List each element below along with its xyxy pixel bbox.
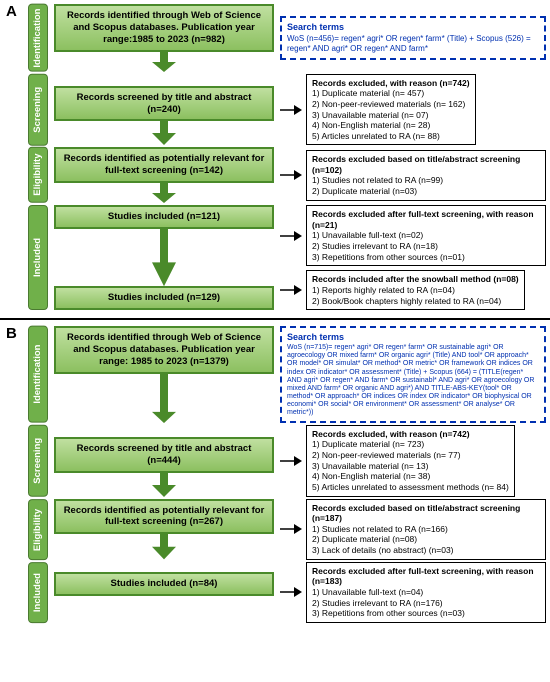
box-identify-b: Records identified through Web of Scienc… xyxy=(54,326,274,374)
row-identification-a: Identification Records identified throug… xyxy=(28,4,546,72)
search-title-b: Search terms xyxy=(287,332,539,343)
arrow-right-icon xyxy=(280,168,302,182)
search-body-a: WoS (n=456)= regen* agri* OR regen* farm… xyxy=(287,34,539,54)
box-inc1-a: Studies included (n=121) xyxy=(54,205,274,229)
stage-included-b: Included xyxy=(28,562,48,623)
box-inc2-a: Studies included (n=129) xyxy=(54,286,274,310)
arrow-down-icon xyxy=(150,183,178,203)
exclude-1-a: Records excluded, with reason (n=742) 1)… xyxy=(306,74,476,146)
row-included-a: Included Studies included (n=121) Studie… xyxy=(28,205,546,310)
arrow-down-icon xyxy=(150,229,178,286)
row-screening-b: Screening Records screened by title and … xyxy=(28,425,546,497)
panel-label-a: A xyxy=(6,3,17,22)
search-title-a: Search terms xyxy=(287,22,539,33)
arrow-down-icon xyxy=(150,121,178,145)
arrow-down-icon xyxy=(150,473,178,497)
stage-screening-a: Screening xyxy=(28,74,48,146)
panel-b: B Identification Records identified thro… xyxy=(0,322,550,629)
arrow-right-icon xyxy=(280,585,302,599)
panel-a: A Identification Records identified thro… xyxy=(0,0,550,316)
stage-identification-b: Identification xyxy=(28,326,48,423)
row-screening-a: Screening Records screened by title and … xyxy=(28,74,546,146)
box-elig-a: Records identified as potentially releva… xyxy=(54,147,274,183)
box-identify-a: Records identified through Web of Scienc… xyxy=(54,4,274,52)
exclude-2-b: Records excluded based on title/abstract… xyxy=(306,499,546,560)
stage-identification-a: Identification xyxy=(28,4,48,72)
row-eligibility-b: Eligibility Records identified as potent… xyxy=(28,499,546,560)
search-body-b: WoS (n=715)= regen* agri* OR regen* farm… xyxy=(287,344,539,416)
exclude-2-a: Records excluded based on title/abstract… xyxy=(306,150,546,201)
arrow-down-icon xyxy=(150,534,178,559)
search-terms-a: Search terms WoS (n=456)= regen* agri* O… xyxy=(280,16,546,60)
box-screen-a: Records screened by title and abstract (… xyxy=(54,86,274,122)
stage-screening-b: Screening xyxy=(28,425,48,497)
search-terms-b: Search terms WoS (n=715)= regen* agri* O… xyxy=(280,326,546,423)
row-identification-b: Identification Records identified throug… xyxy=(28,326,546,423)
arrow-down-icon xyxy=(150,52,178,72)
row-eligibility-a: Eligibility Records identified as potent… xyxy=(28,147,546,203)
row-included-b: Included Studies included (n=84) Records… xyxy=(28,562,546,623)
box-screen-b: Records screened by title and abstract (… xyxy=(54,437,274,473)
arrow-down-icon xyxy=(150,374,178,423)
exclude-3-b: Records excluded after full-text screeni… xyxy=(306,562,546,623)
exclude-1-b: Records excluded, with reason (n=742) 1)… xyxy=(306,425,515,497)
panel-label-b: B xyxy=(6,325,17,344)
arrow-right-icon xyxy=(280,229,302,243)
box-elig-b: Records identified as potentially releva… xyxy=(54,499,274,535)
panel-divider xyxy=(0,318,550,320)
arrow-right-icon xyxy=(280,522,302,536)
exclude-4-a: Records included after the snowball meth… xyxy=(306,270,525,310)
stage-eligibility-a: Eligibility xyxy=(28,147,48,203)
exclude-3-a: Records excluded after full-text screeni… xyxy=(306,205,546,266)
box-inc1-b: Studies included (n=84) xyxy=(54,572,274,596)
arrow-right-icon xyxy=(280,283,302,297)
arrow-right-icon xyxy=(280,103,302,117)
stage-eligibility-b: Eligibility xyxy=(28,499,48,560)
arrow-right-icon xyxy=(280,454,302,468)
stage-included-a: Included xyxy=(28,205,48,310)
